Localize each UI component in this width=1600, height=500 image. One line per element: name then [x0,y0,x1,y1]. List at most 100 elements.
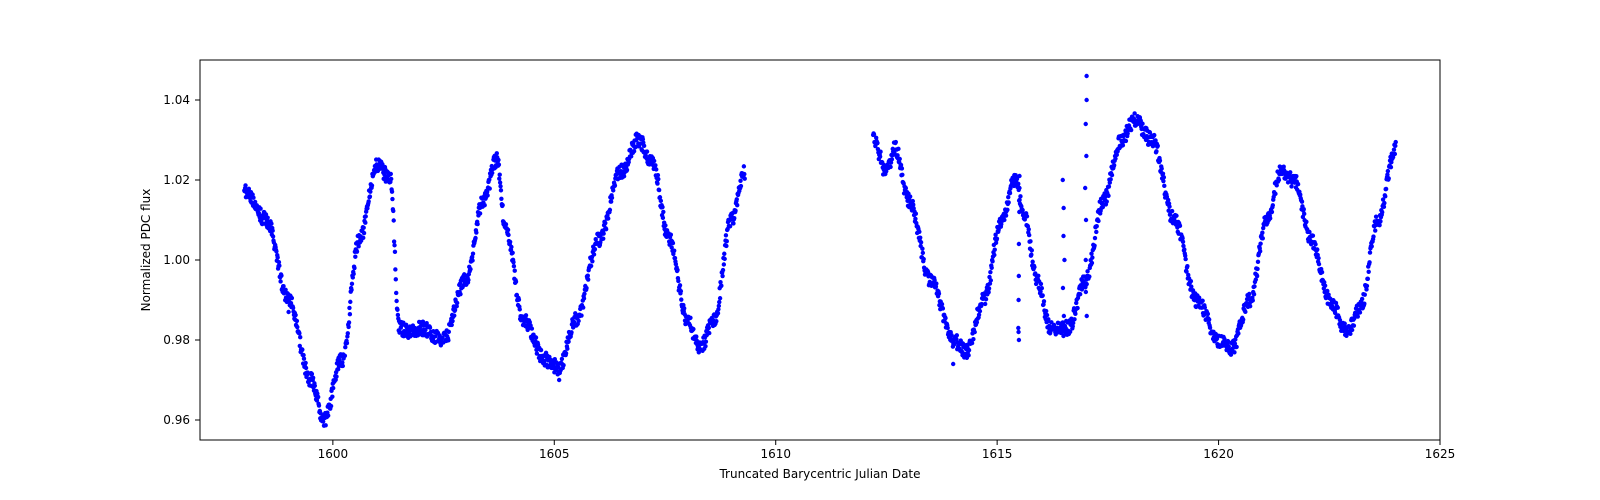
data-point [366,199,370,203]
data-point [389,177,393,181]
data-point [743,176,747,180]
data-point [1090,255,1094,259]
data-point [1017,186,1021,190]
data-point [1028,239,1032,243]
data-point [655,181,659,185]
data-point [707,331,711,335]
data-point [717,304,721,308]
data-point [1062,258,1066,262]
data-point [1072,317,1076,321]
data-point [975,320,979,324]
data-point [989,266,993,270]
data-point [488,186,492,190]
data-point [1270,210,1274,214]
data-point [606,216,610,220]
data-point [351,272,355,276]
data-point [1170,209,1174,213]
data-point [349,288,353,292]
data-point [1200,299,1204,303]
data-point [656,173,660,177]
data-point [274,249,278,253]
data-point [1350,328,1354,332]
data-point [293,313,297,317]
data-point [1017,242,1021,246]
data-point [719,283,723,287]
data-point [603,221,607,225]
data-point [330,394,334,398]
data-point [653,163,657,167]
data-point [347,320,351,324]
data-point [1162,184,1166,188]
data-point [688,316,692,320]
data-point [394,299,398,303]
data-point [302,357,306,361]
data-point [582,292,586,296]
data-point [1008,191,1012,195]
data-point [1302,212,1306,216]
data-point [721,268,725,272]
data-point [1296,182,1300,186]
data-point [1113,156,1117,160]
data-point [951,362,955,366]
data-point [1030,248,1034,252]
data-point [1154,149,1158,153]
data-point [361,236,365,240]
data-point [323,423,327,427]
data-point [1252,292,1256,296]
data-point [295,325,299,329]
data-point [1377,223,1381,227]
data-point [914,212,918,216]
data-point [722,262,726,266]
data-point [1061,286,1065,290]
data-point [300,347,304,351]
data-point [478,211,482,215]
data-point [471,251,475,255]
data-point [703,344,707,348]
data-point [1025,214,1029,218]
data-point [1374,214,1378,218]
data-point [707,326,711,330]
data-point [517,298,521,302]
data-point [1040,293,1044,297]
data-point [1167,204,1171,208]
data-point [530,326,534,330]
data-point [1095,224,1099,228]
x-tick-label: 1605 [539,447,570,461]
data-point [1363,292,1367,296]
data-point [654,167,658,171]
data-point [1352,323,1356,327]
data-point [343,345,347,349]
data-point [1040,286,1044,290]
data-point [482,203,486,207]
data-point [966,353,970,357]
data-point [496,158,500,162]
data-point [499,197,503,201]
data-point [1107,184,1111,188]
data-point [290,296,294,300]
data-point [656,177,660,181]
data-point [875,141,879,145]
data-point [1271,203,1275,207]
data-point [1162,175,1166,179]
data-points-group [242,74,1398,428]
data-point [291,306,295,310]
data-point [679,297,683,301]
data-point [524,313,528,317]
data-point [1061,334,1065,338]
data-point [878,154,882,158]
plot-frame [200,60,1440,440]
data-point [878,150,882,154]
data-point [362,231,366,235]
data-point [652,159,656,163]
data-point [1045,313,1049,317]
data-point [512,264,516,268]
data-point [361,225,365,229]
data-point [474,230,478,234]
data-point [514,280,518,284]
data-point [506,233,510,237]
data-point [1156,144,1160,148]
data-point [645,149,649,153]
data-point [1373,228,1377,232]
data-point [561,363,565,367]
data-point [1178,224,1182,228]
